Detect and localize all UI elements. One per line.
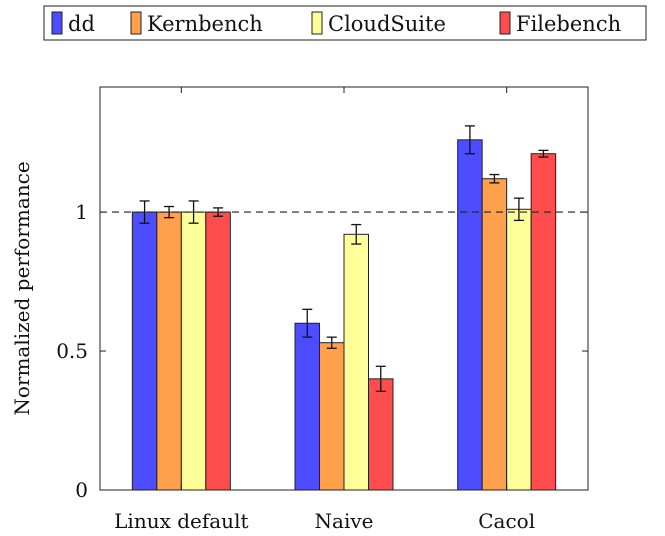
y-tick-label: 0.5 [56,339,88,363]
bar-cloudsuite-linux-default [180,211,207,491]
error-bar [375,365,386,392]
y-tick-label: 0 [75,478,88,502]
x-tick-label: Linux default [114,509,248,533]
bar-dd-naive [294,322,320,491]
legend: dd Kernbench CloudSuite Filebench [43,5,647,41]
bar-dd-cacol [457,139,483,491]
legend-swatch-kernbench [130,11,142,35]
legend-swatch-cloudsuite [311,11,323,35]
y-tick-label: 1 [75,200,88,224]
bar-dd-linux-default [131,211,158,491]
error-bar [188,200,199,224]
bar-kernbench-naive [319,342,345,491]
error-bar [351,223,362,245]
error-bar [139,200,150,224]
bar-filebench-cacol [530,153,557,491]
bar-cloudsuite-naive [343,233,369,491]
bar-kernbench-linux-default [156,211,182,491]
error-bar [213,207,224,217]
y-axis-label: Normalized performance [10,161,34,415]
legend-swatch-dd [51,11,63,35]
error-bar [326,336,337,349]
bar-series [131,125,557,491]
axis-ticks: 0 0.5 1 Linux default Naive Cacol [56,87,588,533]
bar-filebench-linux-default [205,211,231,491]
legend-label-dd: dd [68,12,95,36]
error-bar [164,205,175,219]
legend-label-kernbench: Kernbench [147,12,263,36]
bar-filebench-naive [368,378,394,491]
legend-label-cloudsuite: CloudSuite [328,12,446,36]
bar-cloudsuite-cacol [506,208,532,491]
x-tick-label: Cacol [478,509,535,533]
bar-kernbench-cacol [481,178,508,491]
error-bar [513,197,524,222]
x-tick-label: Naive [315,509,374,533]
error-bar [302,308,313,338]
legend-label-filebench: Filebench [516,12,621,36]
legend-box [43,5,647,41]
error-bar [489,173,500,184]
error-bar [538,149,549,158]
legend-swatch-filebench [499,11,511,35]
error-bar [464,125,475,155]
